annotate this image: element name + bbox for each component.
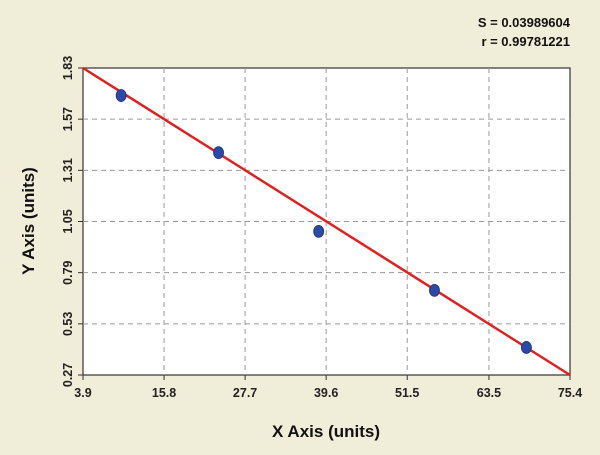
y-tick-label: 0.53 bbox=[61, 312, 75, 336]
x-axis-title: X Axis (units) bbox=[272, 422, 380, 441]
x-tick-label: 3.9 bbox=[74, 386, 91, 400]
y-tick-label: 1.05 bbox=[61, 209, 75, 233]
x-tick-label: 27.7 bbox=[233, 386, 257, 400]
x-tick-label: 75.4 bbox=[558, 386, 582, 400]
data-points bbox=[115, 89, 532, 354]
y-tick-label: 1.57 bbox=[61, 107, 75, 131]
y-tick-label: 1.31 bbox=[61, 158, 75, 182]
r-statistic: r = 0.99781221 bbox=[481, 34, 570, 49]
y-tick-labels: 0.27 0.53 0.79 1.05 1.31 1.57 1.83 bbox=[61, 56, 83, 387]
data-point bbox=[313, 224, 325, 238]
y-tick-label: 0.79 bbox=[61, 260, 75, 284]
x-tick-labels: 3.9 15.8 27.7 39.6 51.5 63.5 75.4 bbox=[74, 375, 582, 400]
x-tick-label: 63.5 bbox=[477, 386, 501, 400]
s-statistic: S = 0.03989604 bbox=[478, 15, 571, 30]
x-tick-label: 51.5 bbox=[395, 386, 419, 400]
data-point bbox=[521, 341, 532, 354]
x-tick-label: 15.8 bbox=[152, 386, 176, 400]
data-point bbox=[429, 283, 440, 297]
y-tick-label: 0.27 bbox=[61, 363, 75, 387]
data-point bbox=[213, 146, 224, 160]
regression-line bbox=[82, 66, 571, 377]
data-point bbox=[115, 89, 127, 102]
x-tick-label: 39.6 bbox=[314, 386, 338, 400]
y-tick-label: 1.83 bbox=[61, 56, 75, 80]
fit-line-layer bbox=[82, 66, 571, 377]
y-axis-title: Y Axis (units) bbox=[19, 167, 38, 275]
